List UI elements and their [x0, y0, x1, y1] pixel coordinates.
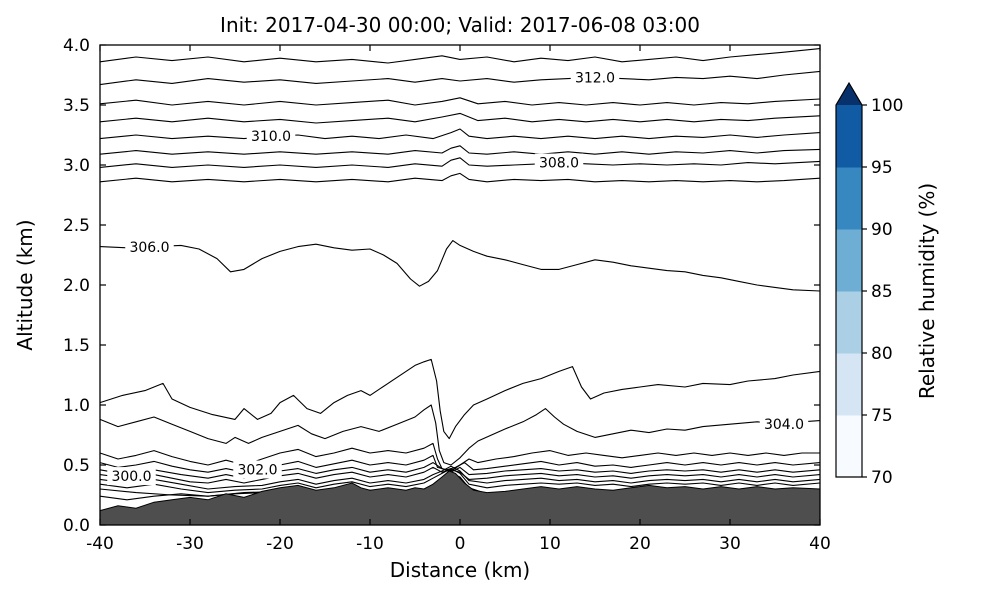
x-tick-label: 20: [629, 534, 651, 554]
contour-line: [99, 358, 821, 440]
colorbar-extend-arrow: [836, 83, 862, 105]
contour-label: 300.0: [111, 469, 151, 485]
colorbar-label: Relative humidity (%): [915, 183, 939, 399]
colorbar-tick-label: 95: [871, 158, 893, 178]
x-tick-label: 0: [455, 534, 466, 554]
contour-line: [99, 468, 821, 494]
contour-line: [99, 97, 821, 106]
colorbar-band: [836, 167, 862, 230]
contour-label: 304.0: [764, 417, 804, 433]
y-tick-label: 2.5: [63, 216, 90, 236]
contour-label: 310.0: [251, 129, 291, 145]
y-tick-label: 1.5: [63, 336, 90, 356]
contour-label: 312.0: [575, 70, 615, 86]
terrain-fill: [100, 471, 820, 525]
x-tick-label: 40: [809, 534, 831, 554]
contour-line: [99, 145, 821, 155]
contour-label: 308.0: [539, 156, 579, 172]
contour-line: [99, 466, 821, 484]
contour-label-bg: [534, 153, 584, 172]
colorbar-band: [836, 105, 862, 168]
x-tick-label: 30: [719, 534, 741, 554]
plot-area: [100, 45, 820, 525]
contour-line: [99, 442, 820, 472]
colorbar-band: [836, 291, 862, 354]
contour-line: [99, 465, 821, 490]
axis-tick-labels: -40 -30 -20 -10 0 10 20 30 40 0.0 0.5 1.0 1.5 2.0 2.5 3…: [63, 36, 831, 554]
y-tick-label: 1.0: [63, 396, 90, 416]
x-tick-label: -30: [176, 534, 204, 554]
colorbar-band: [836, 353, 862, 416]
terrain-outline: [99, 470, 821, 512]
colorbar-tick-label: 85: [871, 282, 893, 302]
contour-label: 302.0: [237, 463, 277, 479]
contour-line: [99, 70, 821, 86]
colorbar-tick-label: 75: [871, 406, 893, 426]
contour-label-bg: [107, 467, 156, 486]
y-tick-label: 0.5: [63, 456, 90, 476]
axis-ticks: [99, 44, 821, 526]
y-tick-label: 4.0: [63, 36, 90, 56]
contour-label-bg: [246, 127, 296, 146]
y-axis-label: Altitude (km): [13, 219, 37, 350]
x-tick-label: -10: [356, 534, 384, 554]
contour-line: [99, 112, 821, 124]
x-axis-label: Distance (km): [390, 558, 530, 582]
colorbar-band: [836, 415, 862, 478]
contour-label: 306.0: [129, 240, 169, 256]
contour-label-bg: [759, 415, 809, 434]
contour-line: [99, 404, 821, 466]
terrain-silhouette: [99, 470, 821, 525]
colorbar-tick-label: 90: [871, 220, 893, 240]
colorbar-tick-label: 70: [871, 468, 893, 488]
contour-line: [99, 240, 821, 292]
x-tick-label: 10: [539, 534, 561, 554]
x-tick-label: -20: [266, 534, 294, 554]
y-tick-label: 3.0: [63, 156, 90, 176]
colorbar-tick-label: 100: [871, 96, 903, 116]
chart-title: Init: 2017-04-30 00:00; Valid: 2017-06-0…: [220, 13, 700, 37]
y-tick-label: 0.0: [63, 516, 90, 536]
colorbar-tick-label: 80: [871, 344, 893, 364]
x-tick-label: -40: [86, 534, 114, 554]
contour-label-bg: [125, 237, 174, 256]
colorbar-frame: [835, 81, 863, 478]
contour-line: [99, 172, 821, 183]
contour-label-bg: [570, 68, 620, 87]
contour-label-bg: [233, 460, 282, 479]
colorbar: 70 75 80 85 90 95 100: [835, 81, 903, 488]
colorbar-band: [836, 229, 862, 292]
contour-line-labels: 312.0 310.0 308.0 306.0 304.0 302.0 300.0: [107, 68, 809, 486]
contour-line: [99, 157, 821, 168]
y-tick-label: 3.5: [63, 96, 90, 116]
y-tick-label: 2.0: [63, 276, 90, 296]
contour-line: [99, 48, 821, 64]
